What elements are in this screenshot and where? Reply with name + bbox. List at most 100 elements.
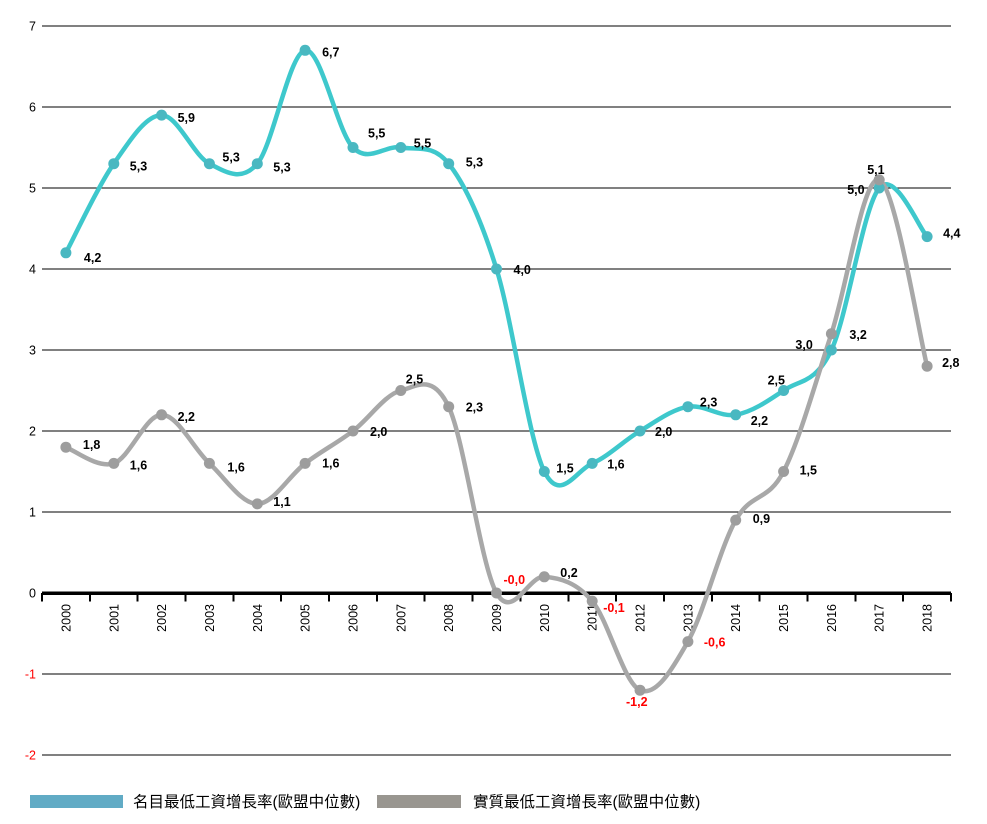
data-label-nominal: 4,2 — [84, 251, 101, 265]
legend-label-nominal: 名目最低工資增長率(歐盟中位數) — [133, 793, 360, 811]
x-axis-labels: 2000 2001 2002 2003 2004 2005 2006 2007 2008 2009… — [59, 604, 934, 632]
x-axis-label: 2017 — [873, 604, 887, 632]
data-point-real — [586, 595, 598, 607]
y-axis-label: 6 — [29, 101, 36, 115]
x-axis-label: 2014 — [729, 604, 743, 632]
data-label-nominal: 5,5 — [414, 137, 431, 151]
data-point-real — [156, 409, 168, 421]
data-point-nominal — [873, 182, 885, 194]
data-point-real — [108, 457, 120, 469]
x-axis-label: 2016 — [825, 604, 839, 632]
data-label-nominal: 2,3 — [700, 396, 717, 410]
data-point-real — [921, 360, 933, 372]
legend-swatch-real — [377, 795, 461, 808]
data-point-nominal — [251, 158, 263, 170]
data-label-nominal: 3,0 — [795, 338, 812, 352]
data-point-nominal — [682, 401, 694, 413]
data-point-nominal — [825, 344, 837, 356]
x-axis-label: 2007 — [394, 604, 408, 632]
data-point-real — [443, 401, 455, 413]
data-label-nominal: 5,5 — [368, 127, 385, 141]
y-axis-label: 4 — [29, 263, 36, 277]
x-axis-label: 2015 — [777, 604, 791, 632]
data-label-nominal: 1,5 — [556, 462, 573, 476]
data-point-nominal — [778, 385, 790, 396]
y-axis-label: 2 — [29, 425, 36, 439]
series-real-line — [63, 177, 930, 694]
data-point-nominal — [299, 44, 311, 56]
data-point-real — [634, 684, 646, 696]
x-axis-label: 2003 — [203, 604, 217, 632]
data-label-nominal: 5,3 — [222, 151, 239, 165]
x-axis-label: 2005 — [299, 604, 313, 632]
data-point-real — [825, 328, 837, 340]
data-label-real: 2,5 — [406, 373, 423, 387]
data-label-real: 1,6 — [130, 458, 147, 472]
data-label-real: -0,1 — [603, 601, 625, 615]
data-points — [60, 44, 933, 696]
data-label-real: -1,2 — [626, 695, 648, 709]
data-point-real — [778, 466, 790, 477]
data-point-nominal — [156, 109, 168, 121]
x-axis-label: 2009 — [490, 604, 504, 632]
data-label-real: -0,6 — [704, 636, 726, 650]
data-point-real — [682, 636, 694, 648]
legend-label-real: 實質最低工資增長率(歐盟中位數) — [473, 792, 700, 811]
data-point-real — [299, 457, 311, 469]
data-point-nominal — [586, 457, 598, 469]
x-axis-label: 2013 — [681, 604, 695, 632]
y-axis-label: -1 — [25, 668, 36, 682]
x-axis-label: 2002 — [155, 604, 169, 632]
data-label-real: 2,2 — [178, 410, 195, 424]
x-axis-label: 2001 — [107, 604, 121, 632]
data-label-real: 2,3 — [466, 401, 483, 415]
data-label-nominal: 5,3 — [130, 160, 147, 174]
data-label-nominal: 6,7 — [322, 45, 339, 59]
x-axis-label: 2000 — [59, 604, 73, 632]
data-label-real: 2,0 — [370, 425, 387, 439]
data-label-real: 3,2 — [849, 328, 866, 342]
data-point-nominal — [730, 409, 742, 421]
data-point-real — [203, 457, 215, 469]
data-label-nominal: 1,6 — [607, 457, 624, 471]
data-point-nominal — [634, 425, 646, 437]
y-axis-label: -2 — [25, 749, 36, 763]
data-label-real: 1,5 — [800, 464, 817, 478]
data-label-real: 5,1 — [867, 163, 884, 177]
y-axis-label: 5 — [29, 182, 36, 196]
x-axis-label: 2008 — [442, 604, 456, 632]
legend: 名目最低工資增長率(歐盟中位數) 實質最低工資增長率(歐盟中位數) — [30, 792, 700, 811]
data-label-nominal: 5,0 — [847, 183, 864, 197]
x-axis-label: 2018 — [921, 604, 935, 632]
data-label-nominal: 5,3 — [466, 156, 483, 170]
data-label-real: 0,2 — [560, 566, 577, 580]
data-point-real — [60, 441, 72, 453]
data-point-nominal — [347, 142, 359, 153]
data-labels: 4,2 5,3 5,9 5,3 5,3 6,7 5,5 5,5 5,3 4,0 1,5 1,6 2,0 2… — [83, 45, 961, 709]
data-point-real — [347, 425, 359, 437]
data-point-nominal — [921, 231, 933, 243]
y-axis-label: 0 — [29, 587, 36, 601]
data-point-real — [395, 385, 407, 396]
data-label-nominal: 5,9 — [178, 111, 195, 125]
data-point-real — [730, 514, 742, 526]
data-point-real — [251, 498, 263, 510]
data-point-nominal — [203, 158, 215, 170]
data-point-nominal — [538, 466, 550, 477]
data-label-real: 1,1 — [273, 495, 290, 509]
data-label-real: 2,8 — [942, 356, 959, 370]
data-label-nominal: 4,0 — [514, 263, 531, 277]
data-label-nominal: 5,3 — [273, 161, 290, 175]
y-axis-label: 3 — [29, 344, 36, 358]
data-point-nominal — [108, 158, 120, 170]
y-axis-label: 7 — [29, 20, 36, 34]
x-axis-label: 2012 — [634, 604, 648, 632]
legend-swatch-nominal — [30, 795, 123, 808]
data-point-nominal — [491, 263, 502, 275]
data-label-nominal: 2,0 — [655, 425, 672, 439]
data-label-real: 1,8 — [83, 438, 100, 452]
y-axis-label: 1 — [29, 506, 36, 520]
data-label-real: 1,6 — [227, 460, 244, 474]
data-point-nominal — [395, 142, 407, 153]
